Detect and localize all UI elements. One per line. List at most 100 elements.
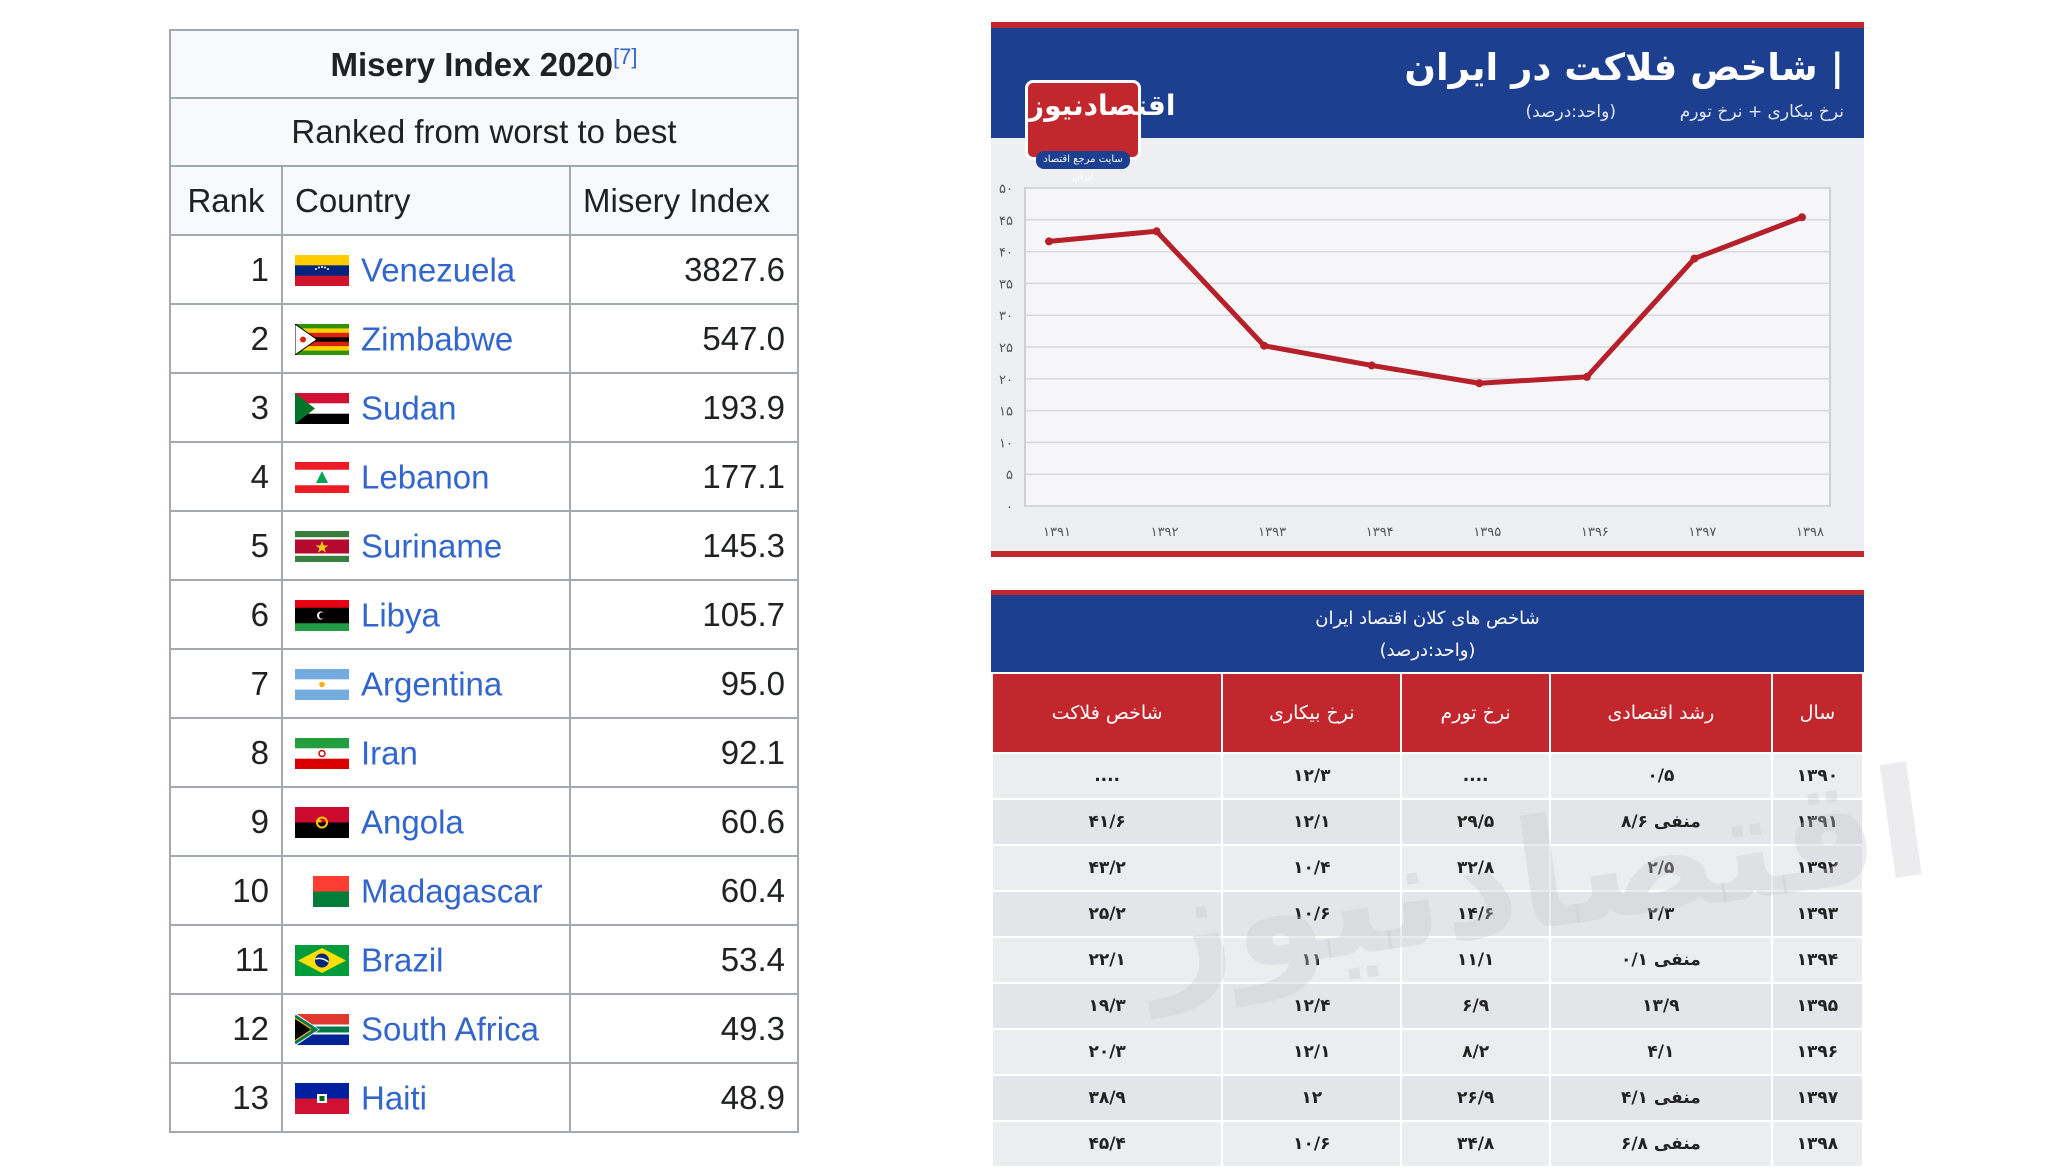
table-row: 8 Iran 92.1 xyxy=(169,717,799,788)
macro-table-row: ۱۳۹۳ ۲/۳ ۱۴/۶ ۱۰/۶ ۲۵/۲ xyxy=(990,890,1865,938)
macro-cell: ۱۲ xyxy=(1221,1074,1403,1122)
misery-index-table: Misery Index 2020[7] Ranked from worst t… xyxy=(169,29,799,1133)
argentina-flag-icon[interactable] xyxy=(295,669,349,701)
table-row: 11 Brazil 53.4 xyxy=(169,924,799,995)
macro-cell: ۱۳۹۲ xyxy=(1770,844,1865,892)
table-row: 2 Zimbabwe 547.0 xyxy=(169,303,799,374)
iran-flag-icon[interactable] xyxy=(295,738,349,770)
country-link[interactable]: Iran xyxy=(361,734,418,772)
misery-value-cell: 53.4 xyxy=(569,924,799,995)
country-link[interactable]: Venezuela xyxy=(361,251,516,289)
rank-cell: 4 xyxy=(169,441,283,512)
country-link[interactable]: Angola xyxy=(361,803,464,841)
country-link[interactable]: South Africa xyxy=(361,1010,539,1048)
country-cell: Lebanon xyxy=(281,441,571,512)
macro-cell: ۲۰/۳ xyxy=(990,1028,1224,1076)
logo-tagline: سایت مرجع اقتصاد ایران xyxy=(1036,151,1130,183)
x-tick-label: ۱۳۹۱ xyxy=(1043,525,1071,540)
libya-flag-icon[interactable] xyxy=(295,600,349,632)
rank-cell: 2 xyxy=(169,303,283,374)
macro-table: سال رشد اقتصادی نرخ تورم نرخ بیکاری شاخص فلا… xyxy=(990,672,1865,1168)
macro-cell: ۲/۳ xyxy=(1548,890,1773,938)
macro-cell: ۱۲/۱ xyxy=(1221,1028,1403,1076)
misery-value-cell: 49.3 xyxy=(569,993,799,1064)
x-tick-label: ۱۳۹۴ xyxy=(1366,525,1394,540)
macro-cell: منفی ۶/۸ xyxy=(1548,1120,1773,1168)
country-link[interactable]: Lebanon xyxy=(361,458,490,496)
suriname-flag-icon[interactable] xyxy=(295,531,349,563)
macro-table-row: ۱۳۹۷ منفی ۴/۱ ۲۶/۹ ۱۲ ۳۸/۹ xyxy=(990,1074,1865,1122)
macro-table-row: ۱۳۹۵ ۱۳/۹ ۶/۹ ۱۲/۴ ۱۹/۳ xyxy=(990,982,1865,1030)
data-point xyxy=(1260,341,1269,350)
country-link[interactable]: Suriname xyxy=(361,527,503,565)
macro-cell: ۳۴/۸ xyxy=(1400,1120,1551,1168)
macro-cell: منفی ۴/۱ xyxy=(1548,1074,1773,1122)
country-link[interactable]: Libya xyxy=(361,596,440,634)
country-link[interactable]: Sudan xyxy=(361,389,457,427)
macro-table-row: ۱۳۹۱ منفی ۸/۶ ۲۹/۵ ۱۲/۱ ۴۱/۶ xyxy=(990,798,1865,846)
lebanon-flag-icon[interactable] xyxy=(295,462,349,494)
rank-cell: 3 xyxy=(169,372,283,443)
macro-cell: ۲/۵ xyxy=(1548,844,1773,892)
macro-table-title-line1: شاخص های کلان اقتصاد ایران xyxy=(1315,608,1540,629)
macro-cell: ۱۳۹۳ xyxy=(1770,890,1865,938)
country-link[interactable]: Zimbabwe xyxy=(361,320,514,358)
misery-value-cell: 177.1 xyxy=(569,441,799,512)
country-cell: Brazil xyxy=(281,924,571,995)
chart-subtitle: نرخ بیکاری + نرخ تورم xyxy=(1679,102,1844,122)
table-row: 13 Haiti 48.9 xyxy=(169,1062,799,1133)
sudan-flag-icon[interactable] xyxy=(295,393,349,425)
macro-header-cell: رشد اقتصادی xyxy=(1548,672,1773,754)
madagascar-flag-icon[interactable] xyxy=(295,876,349,908)
macro-table-title-line2: (واحد:درصد) xyxy=(1379,640,1476,661)
table-row: 4 Lebanon 177.1 xyxy=(169,441,799,512)
rank-cell: 11 xyxy=(169,924,283,995)
table-row: 9 Angola 60.6 xyxy=(169,786,799,857)
macro-cell: ۱۲/۳ xyxy=(1221,752,1403,800)
rank-cell: 1 xyxy=(169,234,283,305)
rank-cell: 9 xyxy=(169,786,283,857)
venezuela-flag-icon[interactable] xyxy=(295,255,349,287)
zimbabwe-flag-icon[interactable] xyxy=(295,324,349,356)
rank-header: Rank xyxy=(169,165,283,236)
south-africa-flag-icon[interactable] xyxy=(295,1014,349,1046)
x-tick-label: ۱۳۹۲ xyxy=(1151,525,1179,540)
brazil-flag-icon[interactable] xyxy=(295,945,349,977)
y-tick-label: ۴۰ xyxy=(999,246,1013,261)
macro-cell: ۱۲/۱ xyxy=(1221,798,1403,846)
misery-value-cell: 60.6 xyxy=(569,786,799,857)
x-tick-label: ۱۳۹۶ xyxy=(1581,525,1609,540)
macro-table-row: ۱۳۹۴ منفی ۰/۱ ۱۱/۱ ۱۱ ۲۲/۱ xyxy=(990,936,1865,984)
macro-header-cell: شاخص فلاکت xyxy=(990,672,1224,754)
y-tick-label: ۳۵ xyxy=(999,277,1013,292)
angola-flag-icon[interactable] xyxy=(295,807,349,839)
macro-cell: ۱۳۹۶ xyxy=(1770,1028,1865,1076)
table-row: 12 South Africa 49.3 xyxy=(169,993,799,1064)
macro-cell: ۲۵/۲ xyxy=(990,890,1224,938)
country-link[interactable]: Haiti xyxy=(361,1079,428,1117)
macro-cell: منفی ۸/۶ xyxy=(1548,798,1773,846)
macro-cell: ۶/۹ xyxy=(1400,982,1551,1030)
data-point xyxy=(1367,361,1376,370)
country-cell: Zimbabwe xyxy=(281,303,571,374)
country-link[interactable]: Brazil xyxy=(361,941,444,979)
chart-panel: ۰ ۵ ۱۰ ۱۵ ۲۰ ۲۵ ۳۰ ۳۵ ۴۰ ۴۵ ۵۰ ۱۳۹۱ ۱۳۹۲ ۱۳۹۳ ۱۳۹۴ ۱۳۹۵… xyxy=(991,22,1864,557)
rank-cell: 5 xyxy=(169,510,283,581)
rank-cell: 6 xyxy=(169,579,283,650)
chart-unit: (واحد:درصد) xyxy=(1525,102,1617,122)
macro-data-panel: شاخص های کلان اقتصاد ایران (واحد:درصد) س… xyxy=(990,590,1939,1168)
reference-link[interactable]: [7] xyxy=(613,44,638,69)
country-cell: Angola xyxy=(281,786,571,857)
x-tick-label: ۱۳۹۵ xyxy=(1473,525,1501,540)
country-cell: South Africa xyxy=(281,993,571,1064)
country-link[interactable]: Argentina xyxy=(361,665,503,703)
country-link[interactable]: Madagascar xyxy=(361,872,543,910)
country-cell: Sudan xyxy=(281,372,571,443)
macro-cell: ۱۱/۱ xyxy=(1400,936,1551,984)
haiti-flag-icon[interactable] xyxy=(295,1083,349,1115)
country-cell: Madagascar xyxy=(281,855,571,926)
macro-cell: ۰/۵ xyxy=(1548,752,1773,800)
y-tick-label: ۰ xyxy=(1006,500,1013,515)
data-point xyxy=(1152,227,1161,236)
macro-table-row: ۱۳۹۲ ۲/۵ ۳۲/۸ ۱۰/۴ ۴۳/۲ xyxy=(990,844,1865,892)
